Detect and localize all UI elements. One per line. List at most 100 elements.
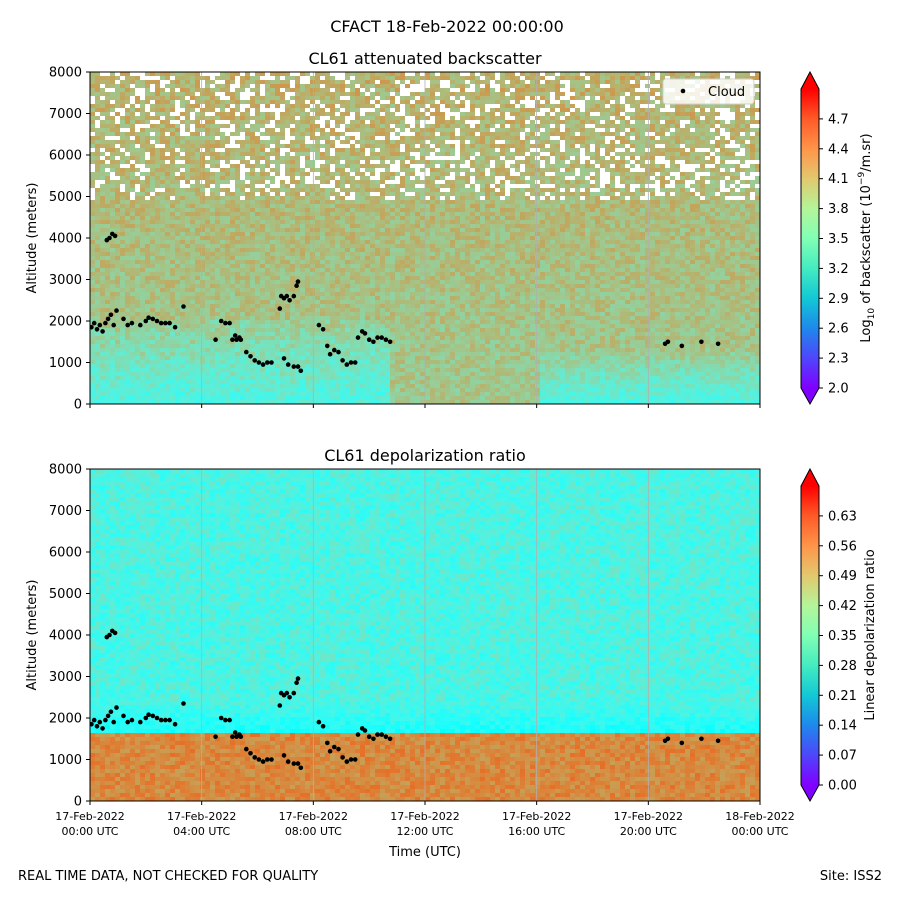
heatmap-cell	[300, 316, 306, 321]
heatmap-cell	[180, 372, 186, 377]
heatmap-cell	[140, 148, 146, 153]
heatmap-cell	[150, 368, 156, 373]
heatmap-cell	[165, 328, 171, 333]
heatmap-cell	[200, 304, 206, 309]
heatmap-cell	[170, 376, 176, 381]
heatmap-cell	[120, 168, 126, 173]
heatmap-cell	[250, 400, 256, 404]
heatmap-cell	[290, 344, 296, 349]
heatmap-cell	[135, 96, 141, 101]
heatmap-cell	[360, 356, 366, 361]
heatmap-cell	[250, 176, 256, 181]
heatmap-cell	[285, 276, 291, 281]
heatmap-cell	[160, 340, 166, 345]
heatmap-cell	[285, 180, 291, 185]
heatmap-cell	[175, 124, 181, 129]
heatmap-cell	[300, 196, 306, 201]
heatmap-cell	[295, 232, 301, 237]
heatmap-cell	[260, 184, 266, 189]
heatmap-cell	[185, 344, 191, 349]
heatmap-cell	[295, 304, 301, 309]
heatmap-cell	[285, 284, 291, 289]
heatmap-cell	[270, 240, 276, 245]
heatmap-cell	[310, 216, 316, 221]
heatmap-cell	[225, 140, 231, 145]
heatmap-cell	[120, 184, 126, 189]
heatmap-cell	[205, 328, 211, 333]
heatmap-cell	[305, 300, 311, 305]
heatmap-cell	[250, 308, 256, 313]
heatmap-cell	[210, 168, 216, 173]
heatmap-cell	[180, 292, 186, 297]
heatmap-cell	[160, 208, 166, 213]
heatmap-cell	[350, 324, 356, 329]
heatmap-cell	[345, 348, 351, 353]
heatmap-cell	[370, 336, 376, 341]
heatmap-cell	[250, 232, 256, 237]
heatmap-cell	[355, 180, 361, 185]
heatmap-cell	[360, 332, 366, 337]
heatmap-cell	[220, 300, 226, 305]
heatmap-cell	[195, 204, 201, 209]
heatmap-cell	[275, 200, 281, 205]
heatmap-cell	[245, 84, 251, 89]
heatmap-cell	[300, 72, 306, 77]
heatmap-cell	[230, 220, 236, 225]
heatmap-cell	[200, 144, 206, 149]
heatmap-cell	[380, 392, 386, 397]
heatmap-cell	[295, 272, 301, 277]
heatmap-cell	[95, 336, 101, 341]
heatmap-cell	[280, 332, 286, 337]
heatmap-cell	[380, 176, 386, 181]
heatmap-cell	[255, 260, 261, 265]
heatmap-cell	[375, 156, 381, 161]
heatmap-cell	[155, 128, 161, 133]
heatmap-cell	[260, 368, 266, 373]
heatmap-cell	[375, 84, 381, 89]
heatmap-cell	[385, 244, 391, 249]
heatmap-cell	[185, 264, 191, 269]
heatmap-cell	[135, 368, 141, 373]
heatmap-cell	[250, 352, 256, 357]
heatmap-cell	[240, 380, 246, 385]
heatmap-cell	[250, 288, 256, 293]
heatmap-cell	[265, 96, 271, 101]
heatmap-cell	[215, 124, 221, 129]
heatmap-cell	[240, 108, 246, 113]
heatmap-cell	[165, 316, 171, 321]
heatmap-cell	[380, 72, 386, 77]
heatmap-cell	[325, 92, 331, 97]
heatmap-cell	[290, 260, 296, 265]
heatmap-cell	[295, 276, 301, 281]
heatmap-cell	[200, 340, 206, 345]
heatmap-cell	[300, 376, 306, 381]
heatmap-cell	[210, 208, 216, 213]
heatmap-cell	[155, 340, 161, 345]
heatmap-cell	[235, 128, 241, 133]
heatmap-cell	[350, 156, 356, 161]
heatmap-cell	[380, 128, 386, 133]
heatmap-cell	[255, 116, 261, 121]
heatmap-cell	[230, 324, 236, 329]
heatmap-cell	[130, 268, 136, 273]
heatmap-cell	[325, 336, 331, 341]
heatmap-cell	[245, 212, 251, 217]
heatmap-cell	[90, 92, 96, 97]
heatmap-cell	[250, 336, 256, 341]
heatmap-cell	[95, 276, 101, 281]
heatmap-cell	[190, 244, 196, 249]
heatmap-cell	[380, 380, 386, 385]
heatmap-cell	[155, 224, 161, 229]
heatmap-cell	[160, 140, 166, 145]
heatmap-cell	[210, 308, 216, 313]
heatmap-cell	[210, 372, 216, 377]
heatmap-cell	[190, 340, 196, 345]
heatmap-cell	[265, 88, 271, 93]
heatmap-cell	[350, 300, 356, 305]
heatmap-cell	[205, 284, 211, 289]
heatmap-cell	[275, 128, 281, 133]
heatmap-cell	[155, 384, 161, 389]
heatmap-cell	[345, 276, 351, 281]
heatmap-cell	[275, 288, 281, 293]
heatmap-cell	[145, 192, 151, 197]
